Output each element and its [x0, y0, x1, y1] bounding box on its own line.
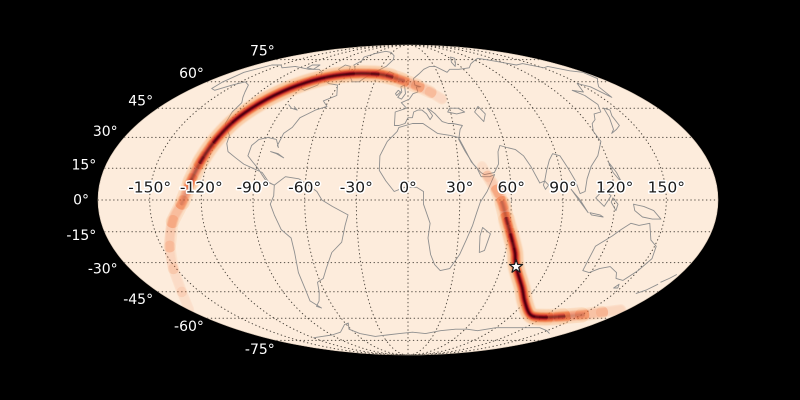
lat-tick-label: 30°	[93, 124, 118, 140]
graticule	[98, 45, 718, 355]
lat-tick-label: -60°	[174, 319, 204, 335]
lon-tick-label: 60°	[498, 179, 525, 197]
lon-tick-label: -60°	[288, 179, 321, 197]
lon-tick-label: -90°	[236, 179, 269, 197]
lon-tick-label: -150°	[128, 179, 171, 197]
coastlines	[211, 50, 678, 339]
lon-tick-label: 30°	[446, 179, 473, 197]
lon-tick-label: 0°	[399, 179, 417, 197]
latitude-labels: 75° 60° 45° 30° 15° 0° -15° -30° -45° -60° -75°	[65, 42, 277, 360]
lon-tick-label: -30°	[340, 179, 373, 197]
lon-tick-label: 120°	[596, 179, 633, 197]
lat-tick-label: -75°	[245, 342, 275, 358]
lat-tick-label: 0°	[73, 193, 89, 209]
lat-tick-label: 60°	[179, 66, 204, 82]
lon-tick-label: 90°	[549, 179, 576, 197]
lon-tick-label: 150°	[648, 179, 685, 197]
lat-tick-label: 75°	[250, 44, 275, 60]
longitude-labels: -150° -120° -90° -60° -30° 0° 30° 60° 90° 120° 150…	[127, 177, 687, 198]
lat-tick-label: -15°	[66, 228, 96, 244]
lat-tick-label: -30°	[88, 261, 118, 277]
lon-tick-label: -120°	[180, 179, 223, 197]
lat-tick-label: -45°	[123, 292, 153, 308]
lat-tick-label: 15°	[71, 158, 96, 174]
probability-band	[161, 65, 629, 326]
star-marker	[508, 259, 524, 273]
lat-tick-label: 45°	[128, 94, 153, 110]
